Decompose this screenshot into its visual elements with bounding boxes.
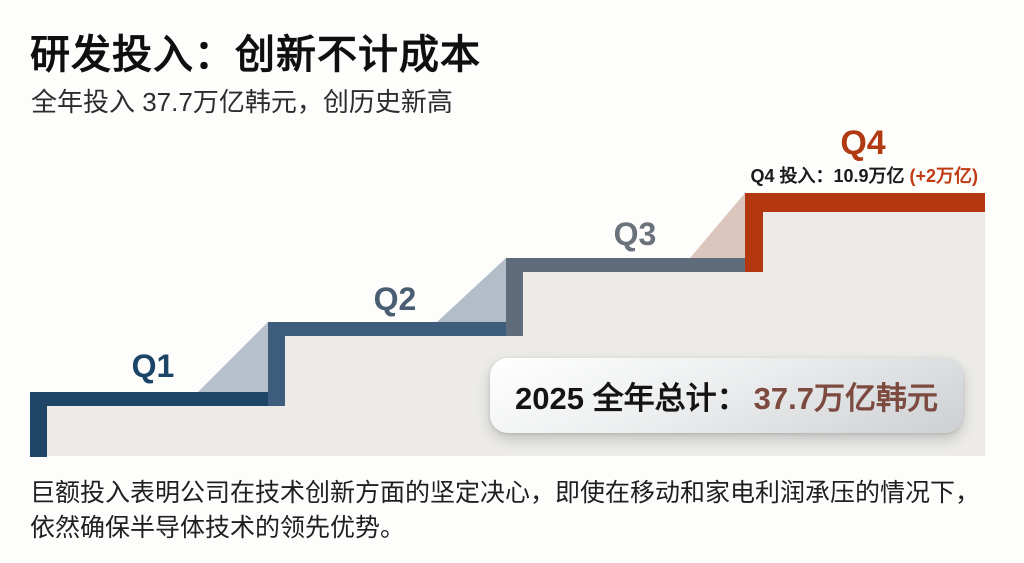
- footer-commentary: 巨额投入表明公司在技术创新方面的坚定决心，即使在移动和家电利润承压的情况下，依然…: [30, 479, 981, 542]
- page-subtitle: 全年投入 37.7万亿韩元，创历史新高: [31, 87, 453, 117]
- page-title: 研发投入：创新不计成本: [30, 33, 481, 77]
- label-q2: Q2: [373, 281, 417, 317]
- step-q3-bar: [506, 258, 763, 336]
- q4-investment-callout: Q4 投入：10.9万亿 (+2万亿): [750, 162, 978, 188]
- q4-investment-delta: (+2万亿): [909, 166, 978, 186]
- ramp-q1-q2: [198, 322, 285, 392]
- q4-investment-text: Q4 投入：10.9万亿: [750, 166, 905, 186]
- step-q1-bar: [30, 392, 285, 457]
- ramp-q2-q3: [437, 258, 523, 322]
- label-q1: Q1: [131, 348, 175, 384]
- label-q3: Q3: [613, 216, 657, 252]
- step-q2-bar: [268, 322, 523, 406]
- step-q4-bar: [745, 193, 985, 272]
- annual-total-label: 2025 全年总计：: [515, 381, 748, 416]
- ramp-q3-q4: [690, 193, 763, 258]
- annual-total-badge: 2025 全年总计： 37.7万亿韩元: [490, 358, 963, 433]
- label-q4: Q4: [840, 124, 886, 162]
- annual-total-value: 37.7万亿韩元: [753, 381, 938, 416]
